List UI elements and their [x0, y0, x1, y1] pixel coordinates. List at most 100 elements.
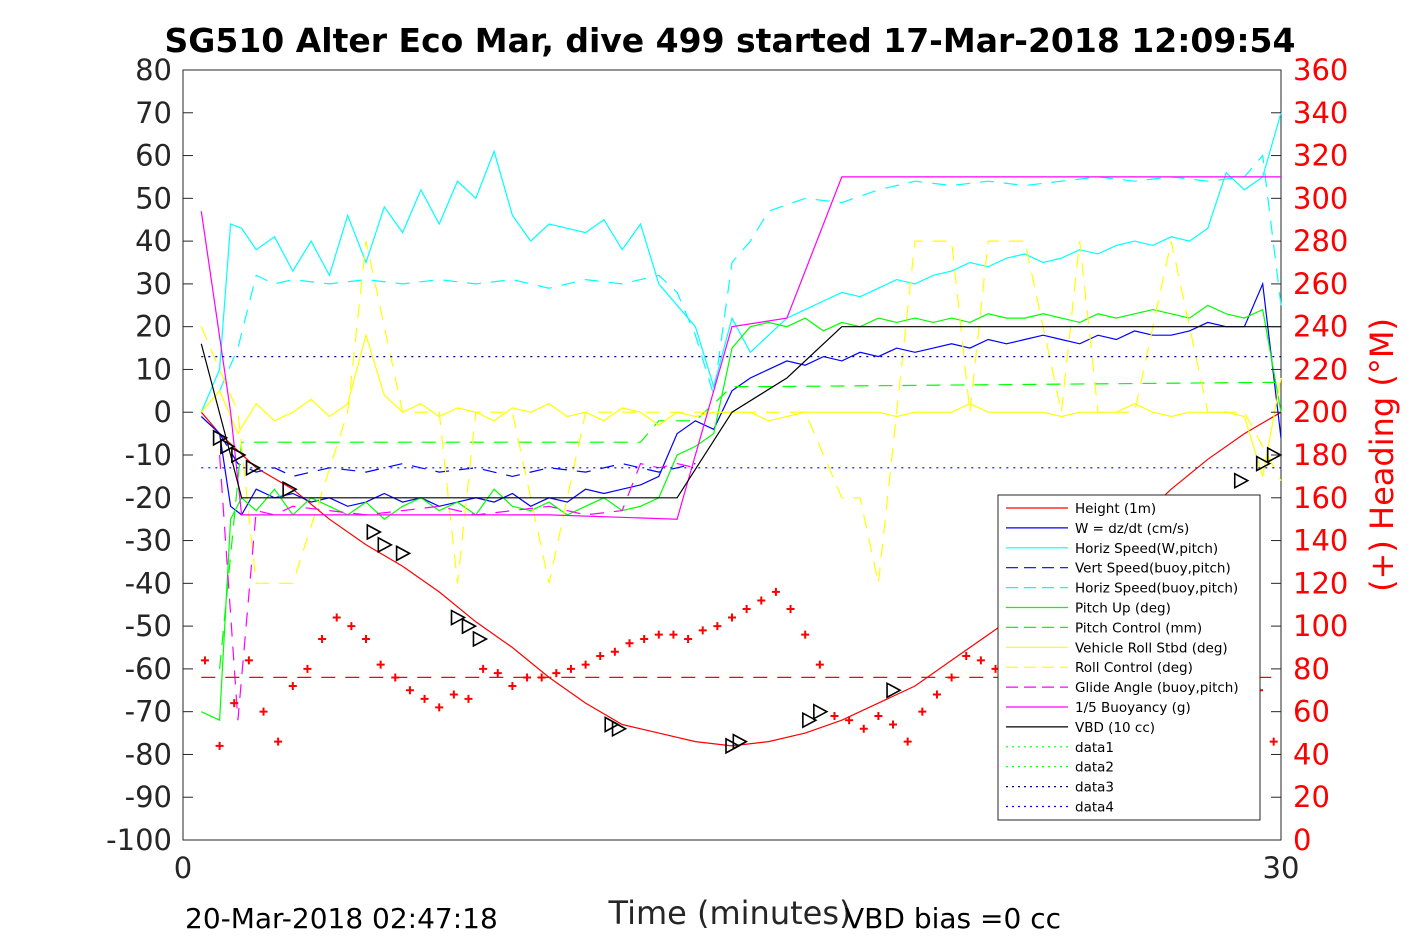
- y-right-tick-label: 20: [1293, 780, 1330, 814]
- y-left-tick-label: 80: [135, 53, 172, 87]
- y-right-tick-label: 340: [1293, 96, 1348, 130]
- series-line-vert_buoy: [219, 433, 696, 478]
- heading-point: [566, 664, 575, 673]
- y-left-tick-label: 40: [135, 224, 172, 258]
- heading-point: [801, 630, 810, 639]
- legend-label: VBD (10 cc): [1075, 720, 1155, 736]
- triangle-marker: [220, 438, 236, 455]
- heading-point: [435, 703, 444, 712]
- heading-point: [244, 656, 253, 665]
- triangle-marker: [212, 429, 229, 447]
- heading-point: [932, 690, 941, 699]
- x-tick-label: 30: [1263, 851, 1300, 885]
- triangle-marker: [886, 681, 902, 699]
- legend-label: W = dz/dt (cm/s): [1075, 521, 1189, 537]
- legend-label: Roll Control (deg): [1075, 660, 1193, 676]
- series-line-pitch_ctrl: [219, 381, 1282, 669]
- y-right-tick-label: 360: [1293, 53, 1348, 87]
- triangle-marker: [245, 459, 262, 477]
- heading-point: [610, 647, 619, 656]
- footer-date: 20-Mar-2018 02:47:18: [185, 902, 498, 935]
- triangle-marker: [395, 545, 412, 562]
- legend-label: data3: [1075, 780, 1114, 796]
- legend-label: Pitch Control (mm): [1075, 620, 1202, 636]
- y-right-tick-label: 120: [1293, 566, 1348, 600]
- heading-point: [259, 707, 268, 716]
- heading-point: [1269, 737, 1278, 746]
- heading-point: [830, 711, 839, 720]
- legend: Height (1m) W = dz/dt (cm/s) Horiz Speed(W…: [997, 494, 1261, 821]
- heading-point: [654, 630, 663, 639]
- y-left-tick-label: -20: [125, 481, 172, 515]
- triangle-marker: [450, 609, 467, 626]
- y-left-tick-label: -30: [125, 524, 172, 558]
- series-line-horiz_buoy: [219, 154, 1282, 396]
- heading-point: [625, 639, 634, 648]
- y-right-tick-label: 260: [1293, 267, 1348, 301]
- heading-point: [464, 694, 473, 703]
- y-left-tick-label: 30: [135, 267, 172, 301]
- series-line-roll_ctrl: [200, 240, 1282, 584]
- heading-point: [581, 660, 590, 669]
- heading-point: [757, 596, 766, 605]
- heading-point: [479, 664, 488, 673]
- heading-point: [405, 686, 414, 695]
- y-right-tick-label: 220: [1293, 352, 1348, 386]
- x-axis-label: Time (minutes): [608, 894, 852, 932]
- heading-point: [420, 694, 429, 703]
- legend-label: Vehicle Roll Stbd (deg): [1075, 640, 1228, 656]
- legend-box: [997, 494, 1261, 821]
- heading-point: [962, 652, 971, 661]
- series-line-vbd: [200, 326, 1281, 499]
- x-tick-label: 0: [174, 851, 192, 885]
- triangle-marker: [802, 711, 818, 729]
- triangle-marker: [1266, 446, 1283, 464]
- series-line-buoyancy: [200, 176, 1281, 520]
- legend-label: Glide Angle (buoy,pitch): [1075, 680, 1239, 696]
- heading-point: [786, 605, 795, 613]
- y-axis-left: 80 70 60 50 40 30 20 10 0 -10 -20 -30 -40 -50 -60 -70 -8…: [106, 53, 193, 857]
- heading-point: [669, 630, 678, 639]
- triangle-marker: [282, 480, 298, 498]
- y-left-tick-label: -80: [125, 737, 172, 771]
- heading-point: [771, 587, 780, 596]
- y-right-tick-label: 240: [1293, 310, 1348, 344]
- x-axis: 0 30: [174, 830, 1300, 885]
- y-axis-right: 3603403203002802602402202001801601401201…: [1271, 53, 1348, 857]
- y-left-tick-label: -10: [125, 438, 172, 472]
- legend-label: data4: [1075, 800, 1114, 816]
- heading-point: [508, 682, 517, 690]
- legend-label: Horiz Speed(W,pitch): [1075, 541, 1218, 557]
- y-left-tick-label: -50: [125, 609, 172, 643]
- legend-label: Horiz Speed(buoy,pitch): [1075, 581, 1238, 597]
- y-left-tick-label: 10: [135, 352, 172, 386]
- heading-point: [332, 613, 341, 622]
- series-line-horiz_w: [200, 112, 1282, 413]
- heading-point: [362, 634, 370, 643]
- triangle-marker: [604, 716, 620, 733]
- triangle-marker: [377, 536, 393, 554]
- heading-point: [347, 622, 356, 631]
- heading-point: [391, 673, 400, 682]
- heading-point: [552, 669, 561, 678]
- triangle-marker: [813, 703, 829, 721]
- legend-label: Height (1m): [1075, 501, 1156, 517]
- y-right-tick-label: 100: [1293, 609, 1348, 643]
- triangle-marker: [472, 630, 489, 648]
- y-left-tick-label: 50: [135, 181, 172, 215]
- heading-point: [537, 673, 546, 682]
- y-right-tick-label: 0: [1293, 823, 1311, 857]
- triangle-marker: [231, 446, 247, 464]
- heading-point: [713, 622, 722, 631]
- heading-point: [596, 652, 605, 661]
- heading-point: [200, 656, 209, 665]
- heading-point: [684, 634, 693, 643]
- heading-point: [288, 682, 297, 690]
- y-left-tick-label: -60: [125, 652, 172, 686]
- y-right-tick-label: 40: [1293, 737, 1330, 771]
- chart-title: SG510 Alter Eco Mar, dive 499 started 17…: [165, 21, 1296, 60]
- y-left-tick-label: -90: [125, 780, 172, 814]
- heading-point: [976, 656, 985, 665]
- series-layer: [200, 112, 1282, 747]
- heading-point: [728, 613, 736, 622]
